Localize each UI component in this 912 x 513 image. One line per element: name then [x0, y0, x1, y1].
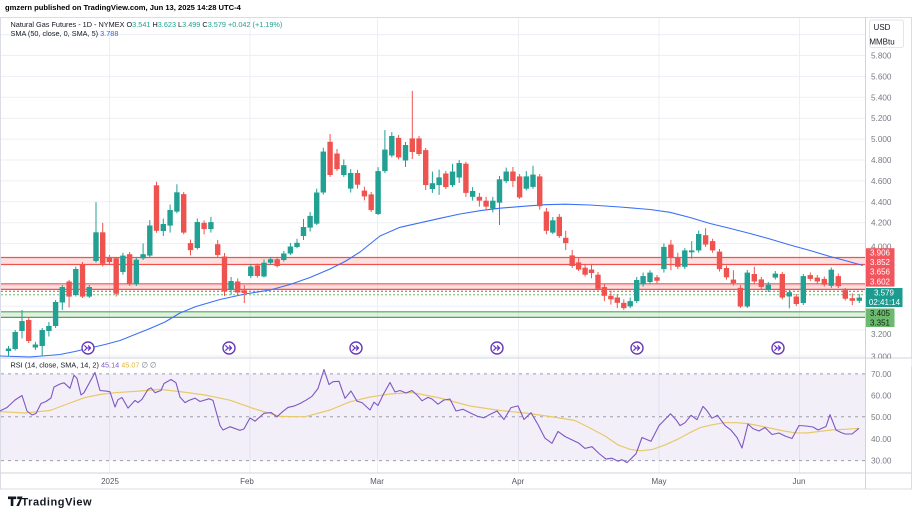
svg-text:50.00: 50.00: [871, 413, 892, 422]
svg-text:5.000: 5.000: [871, 135, 892, 144]
svg-text:5.400: 5.400: [871, 93, 892, 102]
svg-text:4.800: 4.800: [871, 156, 892, 165]
svg-text:Natural Gas Futures - 1D - NYM: Natural Gas Futures - 1D - NYMEX O3.541 …: [11, 20, 283, 29]
svg-text:Mar: Mar: [370, 477, 384, 486]
svg-text:70.00: 70.00: [871, 370, 892, 379]
svg-text:4.600: 4.600: [871, 177, 892, 186]
svg-text:4.400: 4.400: [871, 198, 892, 207]
svg-text:3.200: 3.200: [871, 330, 892, 339]
svg-text:Feb: Feb: [240, 477, 254, 486]
svg-text:3.351: 3.351: [870, 318, 891, 327]
svg-text:Jun: Jun: [793, 477, 806, 486]
svg-text:MMBtu: MMBtu: [869, 38, 894, 47]
svg-text:TradingView: TradingView: [22, 497, 93, 509]
svg-text:30.00: 30.00: [871, 457, 892, 466]
svg-text:5.600: 5.600: [871, 72, 892, 81]
svg-text:USD: USD: [874, 23, 891, 32]
svg-text:SMA (50, close, 0, SMA, 5) 3.7: SMA (50, close, 0, SMA, 5) 3.788: [11, 29, 119, 38]
svg-text:02:41:14: 02:41:14: [869, 298, 901, 307]
svg-text:4.200: 4.200: [871, 219, 892, 228]
svg-text:3.000: 3.000: [871, 353, 892, 362]
svg-text:May: May: [651, 477, 666, 486]
svg-text:5.200: 5.200: [871, 114, 892, 123]
svg-text:40.00: 40.00: [871, 435, 892, 444]
svg-text:2025: 2025: [101, 477, 119, 486]
svg-text:RSI (14, close, SMA, 14, 2) 45: RSI (14, close, SMA, 14, 2) 45.14 45.07 …: [11, 361, 157, 370]
svg-text:3.656: 3.656: [870, 268, 891, 277]
svg-text:60.00: 60.00: [871, 391, 892, 400]
svg-text:3.906: 3.906: [870, 249, 891, 258]
svg-text:3.852: 3.852: [870, 258, 891, 267]
svg-text:Apr: Apr: [512, 477, 525, 486]
svg-text:4.000: 4.000: [871, 242, 892, 251]
svg-text:3.405: 3.405: [870, 309, 891, 318]
svg-text:3.602: 3.602: [870, 277, 891, 286]
svg-text:5.800: 5.800: [871, 52, 892, 61]
svg-text:3.579: 3.579: [874, 289, 895, 298]
